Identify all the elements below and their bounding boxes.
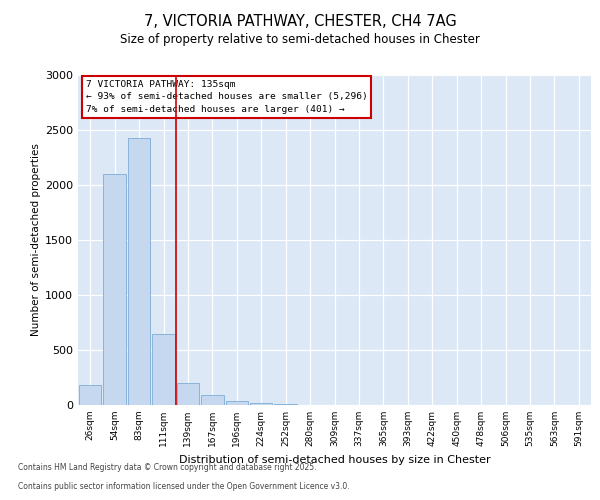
Text: Contains HM Land Registry data © Crown copyright and database right 2025.: Contains HM Land Registry data © Crown c… — [18, 464, 317, 472]
Bar — [79, 385, 101, 405]
Text: Size of property relative to semi-detached houses in Chester: Size of property relative to semi-detach… — [120, 32, 480, 46]
Bar — [176, 383, 199, 405]
Bar — [250, 403, 272, 405]
X-axis label: Distribution of semi-detached houses by size in Chester: Distribution of semi-detached houses by … — [179, 454, 490, 464]
Text: 7, VICTORIA PATHWAY, CHESTER, CH4 7AG: 7, VICTORIA PATHWAY, CHESTER, CH4 7AG — [143, 14, 457, 29]
Text: 7 VICTORIA PATHWAY: 135sqm
← 93% of semi-detached houses are smaller (5,296)
7% : 7 VICTORIA PATHWAY: 135sqm ← 93% of semi… — [86, 80, 367, 114]
Bar — [152, 334, 175, 405]
Bar — [201, 395, 224, 405]
Y-axis label: Number of semi-detached properties: Number of semi-detached properties — [31, 144, 41, 336]
Text: Contains public sector information licensed under the Open Government Licence v3: Contains public sector information licen… — [18, 482, 350, 491]
Bar — [226, 400, 248, 405]
Bar — [128, 138, 151, 405]
Bar — [103, 174, 126, 405]
Bar — [274, 404, 297, 405]
